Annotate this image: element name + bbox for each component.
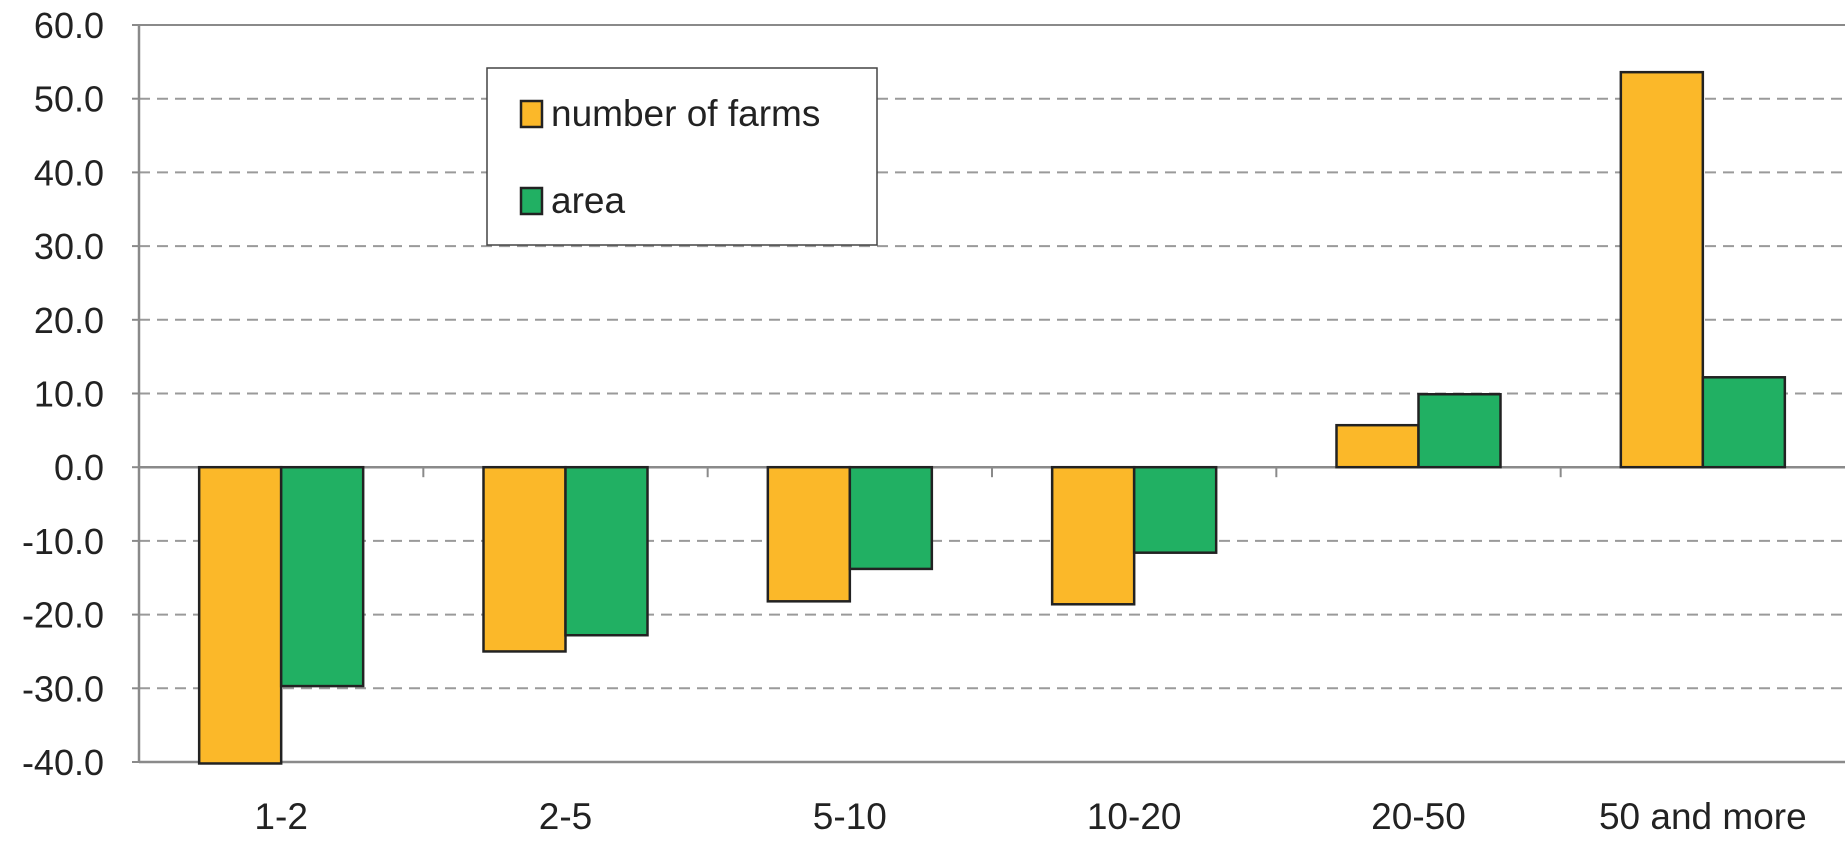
bar-number-of-farms bbox=[1335, 423, 1420, 469]
y-tick-label: -30.0 bbox=[22, 668, 104, 709]
grid-lines bbox=[139, 97, 1845, 690]
y-tick-label: 30.0 bbox=[34, 226, 104, 267]
bar-number-of-farms bbox=[766, 465, 852, 603]
y-tick-label: 50.0 bbox=[34, 79, 104, 120]
legend-label-area: area bbox=[551, 180, 625, 221]
legend-swatch-number-of-farms bbox=[519, 99, 544, 129]
y-tick-label: 20.0 bbox=[34, 300, 104, 341]
x-tick-labels: 1-2 2-5 5-10 10-20 20-50 50 and more bbox=[254, 796, 1807, 837]
y-tick-label: 60.0 bbox=[34, 5, 104, 46]
y-tick-label: 0.0 bbox=[54, 447, 104, 488]
axes bbox=[132, 24, 1845, 764]
bar-number-of-farms bbox=[1050, 465, 1136, 606]
bar-number-of-farms bbox=[482, 465, 567, 653]
bar-number-of-farms bbox=[1619, 70, 1705, 469]
x-tick-label: 10-20 bbox=[1087, 796, 1182, 836]
bar-area bbox=[1132, 465, 1218, 554]
y-tick-label: 40.0 bbox=[34, 152, 104, 193]
legend-swatch-area bbox=[519, 186, 544, 216]
y-tick-label: 10.0 bbox=[34, 374, 104, 415]
x-tick-label: 5-10 bbox=[813, 796, 887, 836]
bar-number-of-farms bbox=[197, 465, 283, 765]
legend: number of farms area bbox=[486, 67, 878, 246]
bar-area bbox=[1701, 376, 1787, 469]
legend-label-number-of-farms: number of farms bbox=[551, 93, 820, 134]
x-tick-label: 50 and more bbox=[1599, 796, 1807, 836]
y-tick-label: -20.0 bbox=[22, 595, 104, 636]
y-tick-label: -10.0 bbox=[22, 521, 104, 562]
bar-area bbox=[848, 465, 934, 571]
bars bbox=[197, 70, 1787, 765]
x-tick-label: 20-50 bbox=[1371, 796, 1466, 836]
x-tick-label: 2-5 bbox=[539, 796, 592, 836]
legend-box bbox=[486, 67, 878, 246]
y-tick-label: -40.0 bbox=[22, 742, 104, 783]
bar-area bbox=[564, 465, 649, 637]
y-tick-labels: 60.0 50.0 40.0 30.0 20.0 10.0 0.0 -10.0 -20.0 -30… bbox=[22, 5, 104, 783]
bar-area bbox=[1417, 392, 1502, 469]
bar-area bbox=[279, 465, 365, 688]
x-tick-label: 1-2 bbox=[254, 796, 307, 836]
